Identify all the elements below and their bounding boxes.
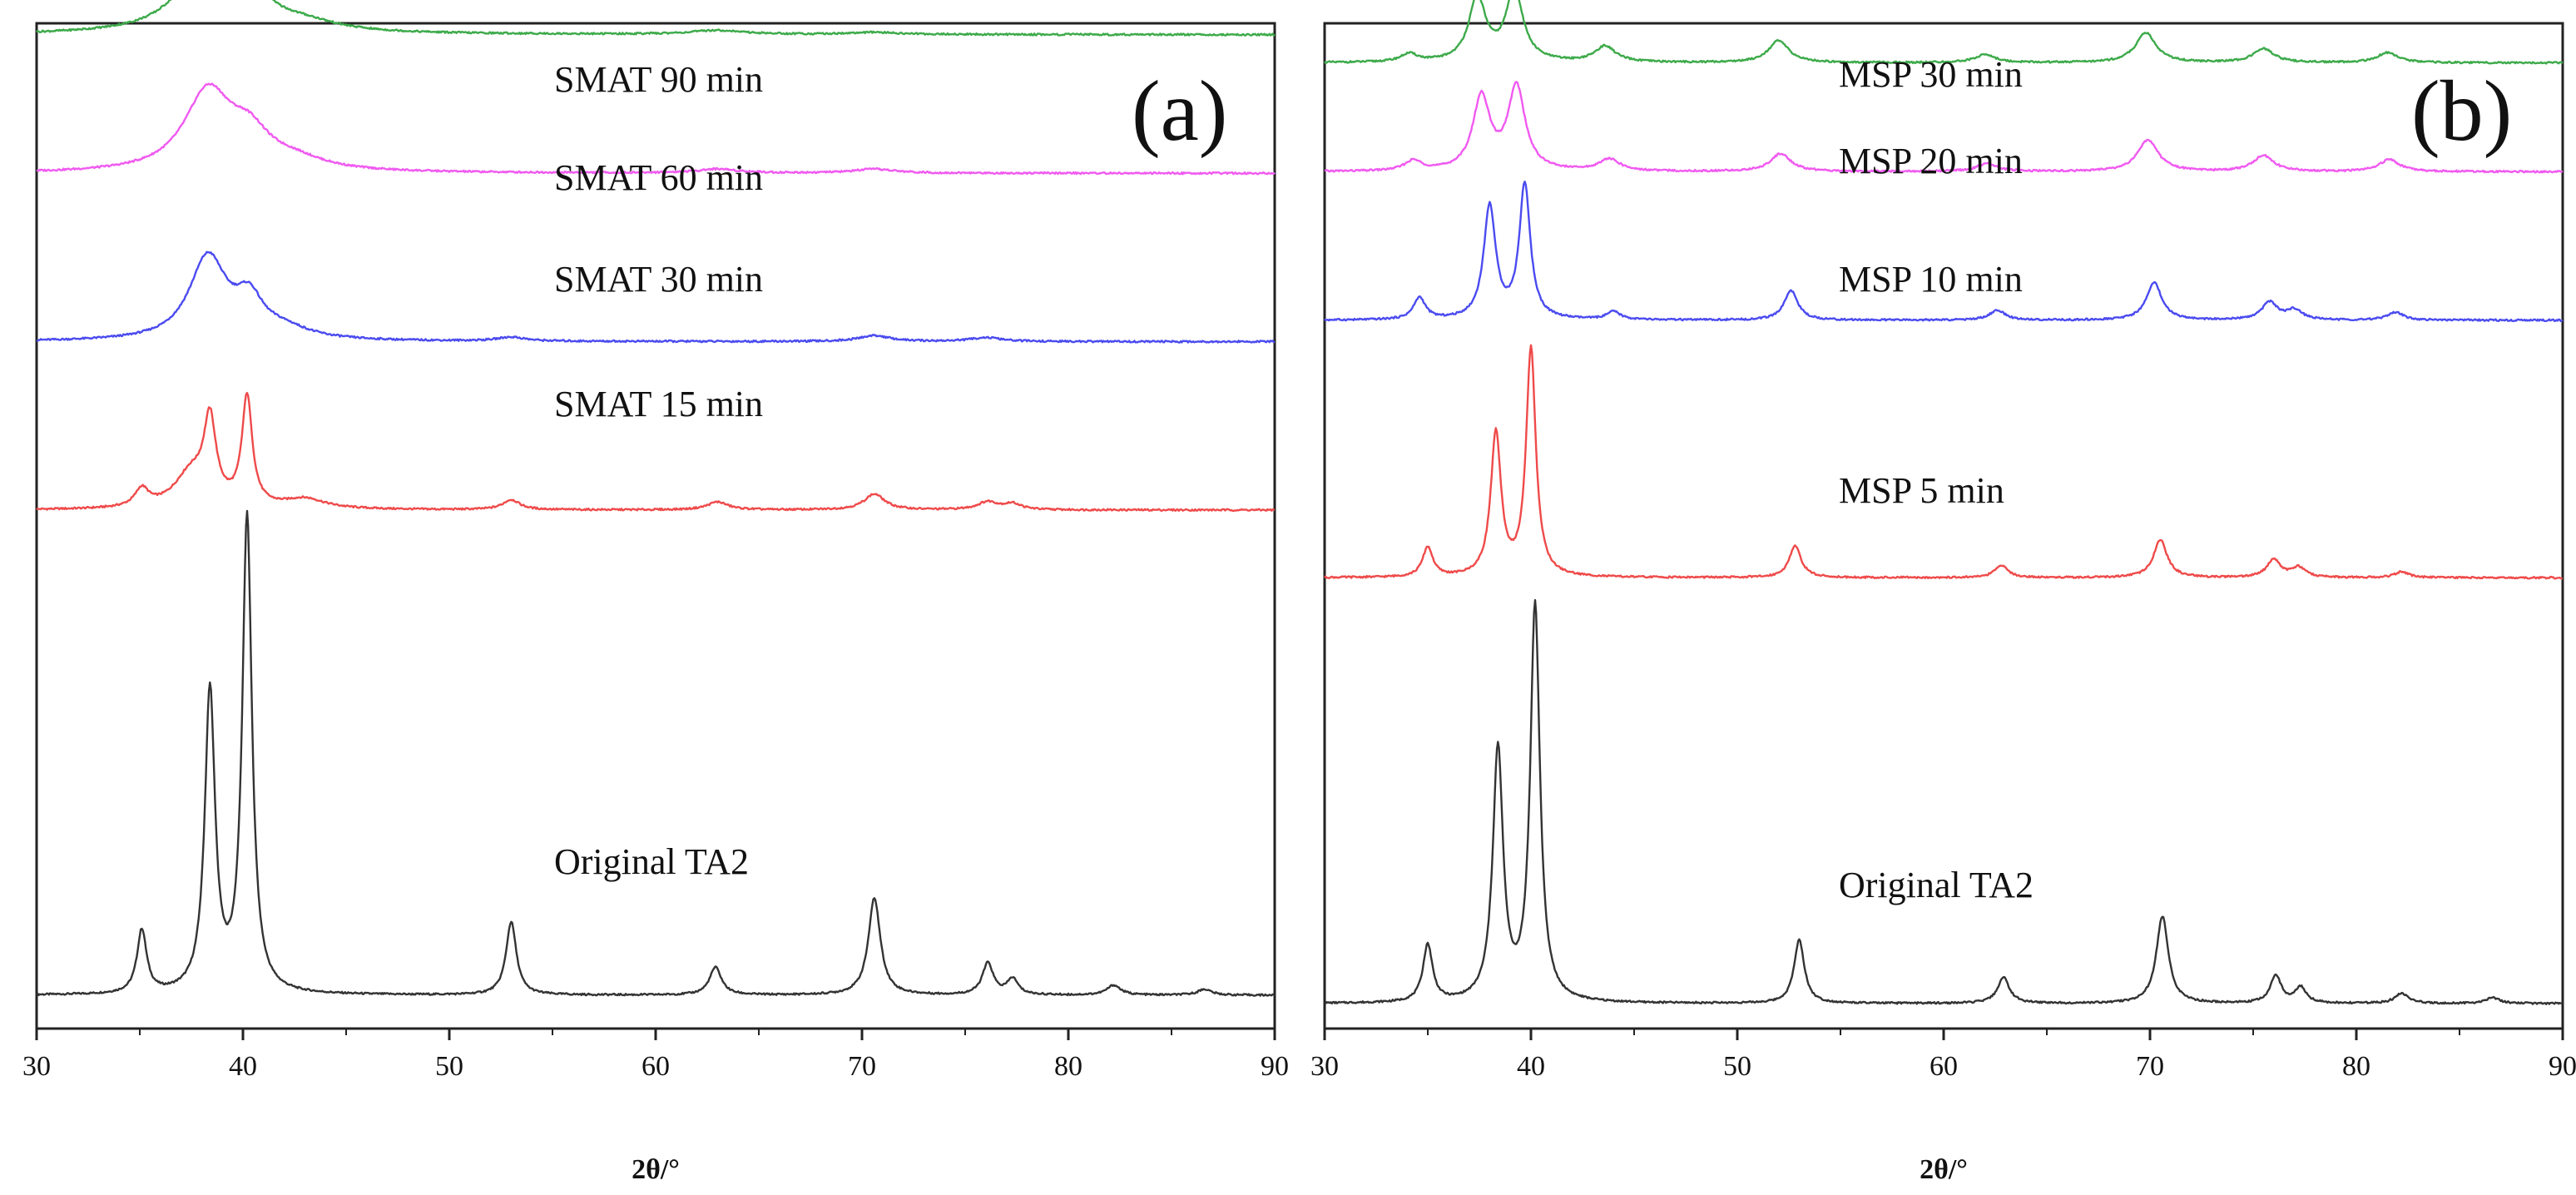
x-tick-label: 50	[1723, 1051, 1751, 1082]
series-line-smat-15-min	[36, 392, 1275, 513]
series-line-smat-30-min	[36, 250, 1276, 344]
panel-label: (a)	[1132, 63, 1227, 159]
x-tick-label: 60	[642, 1051, 670, 1082]
series-annotation: MSP 20 min	[1839, 141, 2023, 181]
series-annotation: SMAT 30 min	[554, 259, 763, 300]
panel-a: 30 40 50 60 70 80 90 2θ/° Original TA2 SMAT 15 mi…	[22, 0, 1289, 1185]
x-tick-label: 60	[1930, 1051, 1958, 1082]
series-annotation: Original TA2	[554, 841, 749, 882]
series-line-smat-90-min	[36, 0, 1276, 37]
x-tick-label: 50	[435, 1051, 463, 1082]
series-annotation: Original TA2	[1839, 865, 2034, 905]
series-line-msp-10-min	[1324, 181, 2564, 322]
x-tick-label: 80	[1054, 1051, 1082, 1082]
x-tick-label: 70	[2136, 1051, 2164, 1082]
panel-b: 30 40 50 60 70 80 90 2θ/° Original TA2 MSP 5 min M…	[1310, 0, 2576, 1185]
series-line-original-ta2	[1325, 598, 2564, 1005]
series-annotation: SMAT 15 min	[554, 384, 763, 424]
x-axis-title: 2θ/°	[1920, 1154, 1968, 1185]
x-tick-label: 90	[2549, 1051, 2576, 1082]
x-tick-label: 40	[229, 1051, 257, 1082]
series-line-msp-20-min	[1324, 81, 2564, 174]
series-line-original-ta2	[35, 509, 1276, 997]
series-line-msp-30-min	[1324, 0, 2564, 65]
x-tick-label: 70	[848, 1051, 876, 1082]
x-tick-label: 80	[2342, 1051, 2370, 1082]
series-annotation: MSP 30 min	[1839, 54, 2023, 95]
series-annotation: SMAT 60 min	[554, 157, 763, 198]
series-line-msp-5-min	[1324, 344, 2564, 580]
x-tick-label: 90	[1261, 1051, 1289, 1082]
series-line-smat-60-min	[36, 82, 1276, 176]
series-annotation: SMAT 90 min	[554, 59, 763, 100]
x-axis-title: 2θ/°	[632, 1154, 680, 1185]
x-tick-label: 40	[1517, 1051, 1545, 1082]
series-annotation: MSP 5 min	[1839, 470, 2004, 511]
panel-label: (b)	[2411, 63, 2512, 159]
x-tick-label: 30	[22, 1051, 51, 1082]
x-tick-label: 30	[1310, 1051, 1339, 1082]
series-annotation: MSP 10 min	[1839, 259, 2023, 300]
